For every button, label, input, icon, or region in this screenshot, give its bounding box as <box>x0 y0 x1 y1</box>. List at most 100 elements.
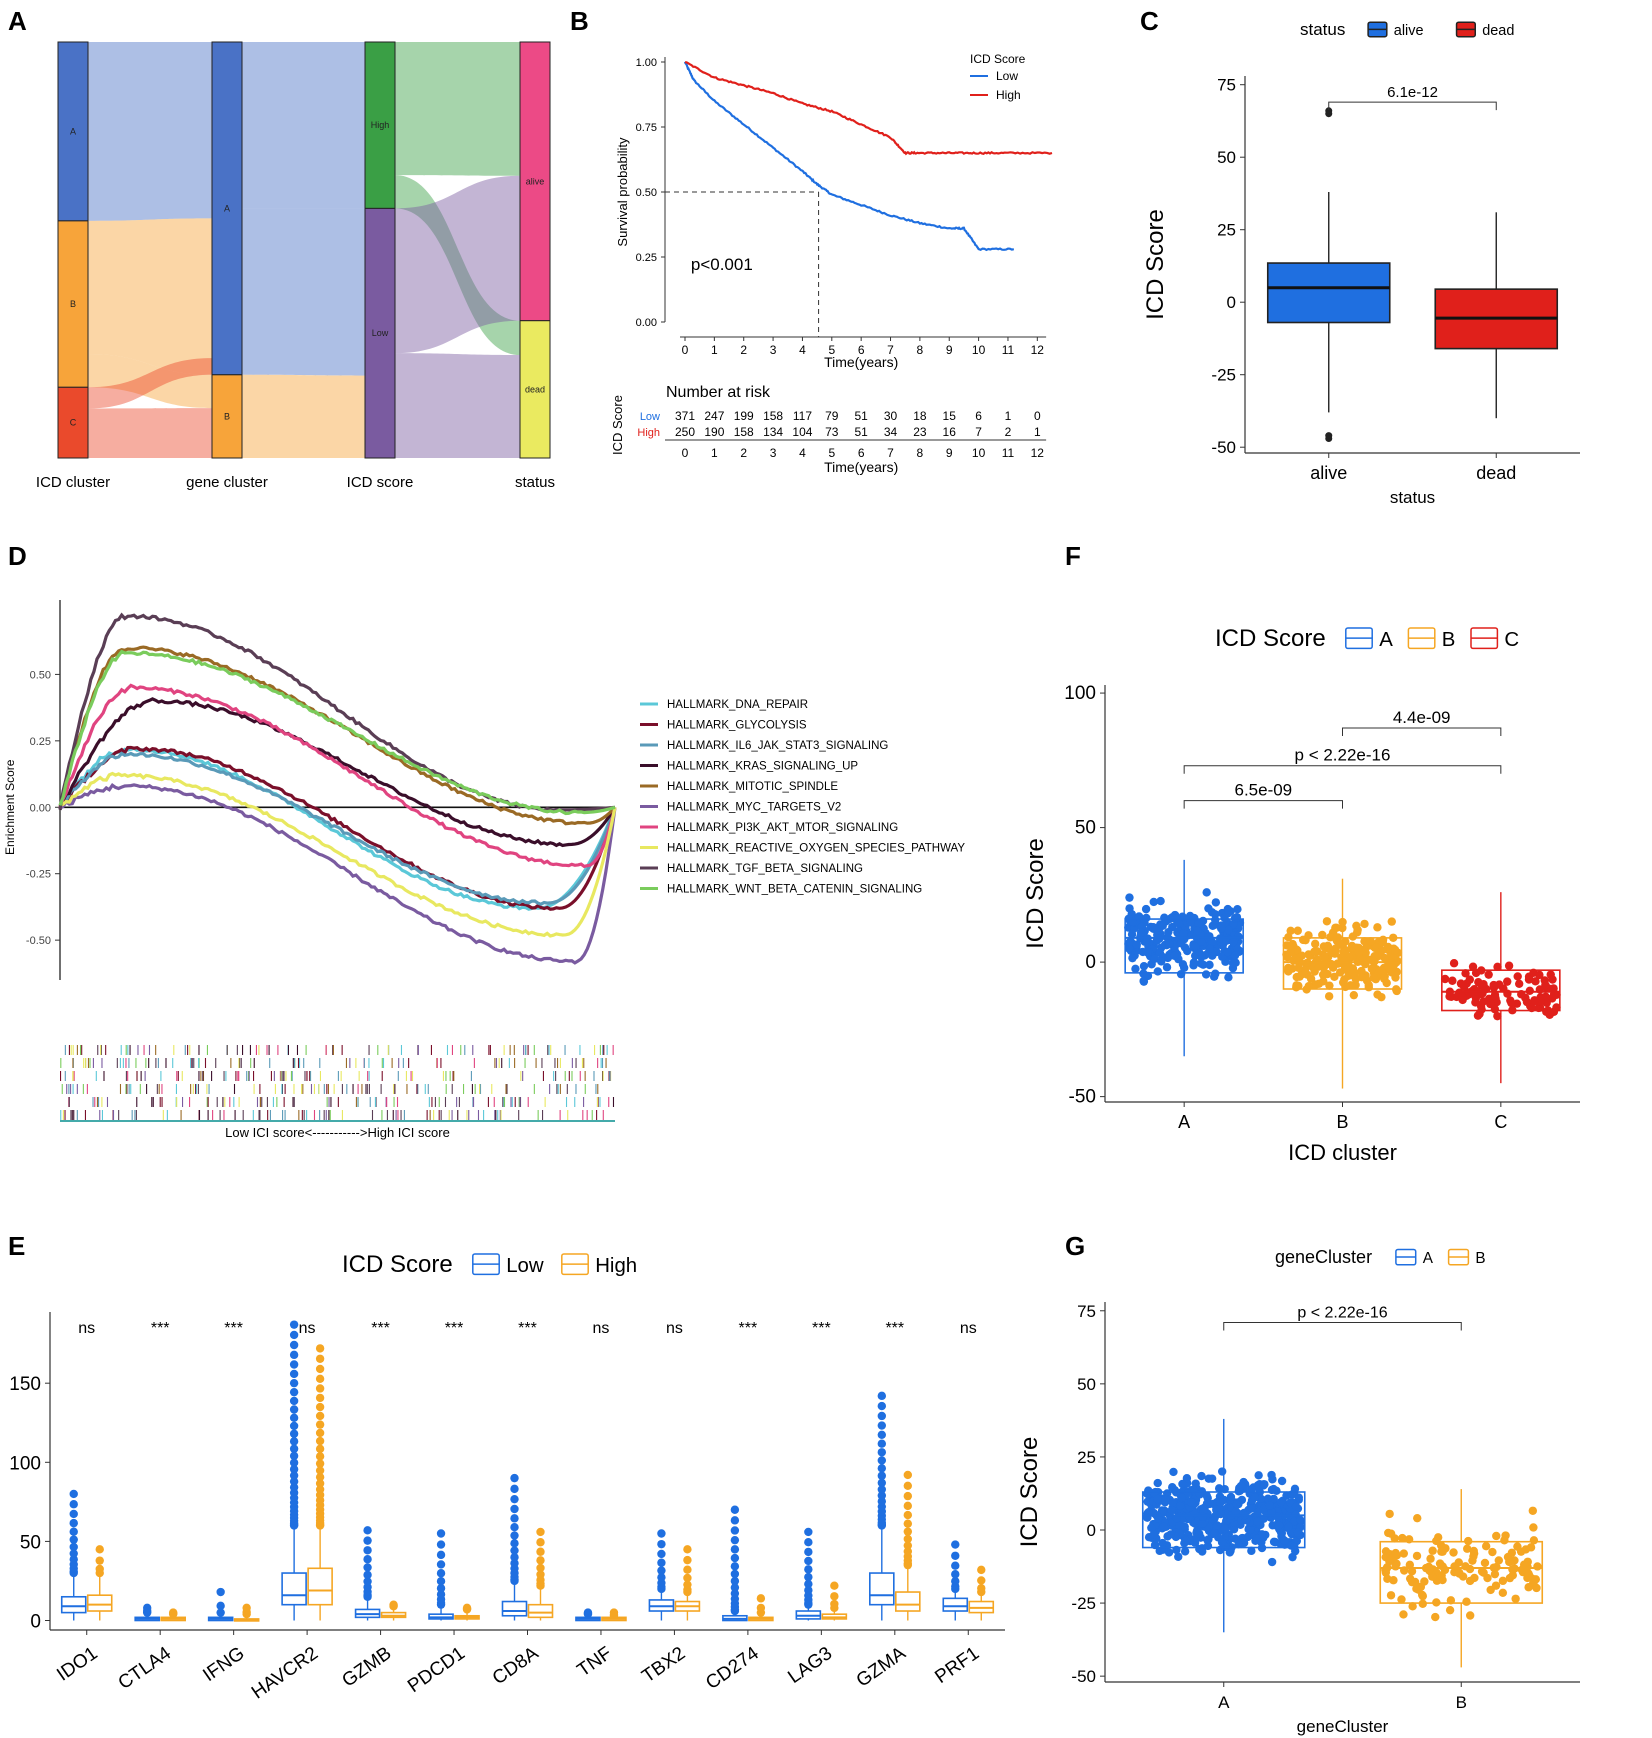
outlier-point <box>363 1570 372 1580</box>
data-point <box>1157 957 1166 966</box>
data-point <box>1511 1594 1520 1603</box>
legend-title: geneCluster <box>1275 1247 1372 1267</box>
x-tick-label: A <box>1218 1693 1230 1712</box>
data-point <box>1399 1610 1408 1619</box>
risk-value: 1 <box>1034 425 1041 439</box>
data-point <box>1364 980 1373 990</box>
outlier-point <box>730 1583 740 1592</box>
risk-value: 6 <box>975 409 982 423</box>
outlier-point <box>436 1569 446 1578</box>
data-point <box>1294 963 1303 973</box>
y-tick-label: 0 <box>1087 1521 1096 1540</box>
sankey-node-label: A <box>70 126 76 136</box>
data-point <box>1197 1519 1207 1529</box>
y-tick-label: 0.25 <box>30 736 51 748</box>
data-point <box>1354 947 1364 957</box>
risk-value: 1 <box>1005 409 1012 423</box>
data-point <box>1370 943 1380 953</box>
y-tick-label: 1.00 <box>636 57 657 69</box>
data-point <box>1380 953 1389 963</box>
legend-label: B <box>1475 1250 1485 1267</box>
outlier-point <box>69 1489 78 1499</box>
data-point <box>1142 937 1151 947</box>
outlier-point <box>510 1494 519 1504</box>
data-point <box>1385 1557 1394 1566</box>
data-point <box>1138 947 1147 957</box>
data-point <box>1161 1495 1170 1504</box>
data-point <box>1358 956 1367 965</box>
data-point <box>1504 961 1514 970</box>
y-axis-title: ICD Score <box>1022 838 1049 949</box>
data-point <box>1529 1536 1539 1545</box>
data-point <box>1127 930 1137 939</box>
sankey-node-label: A <box>224 203 230 213</box>
risk-x-tick-label: 3 <box>770 446 777 460</box>
data-point <box>1233 904 1242 914</box>
outlier-point <box>510 1473 519 1483</box>
data-point <box>1267 1507 1276 1517</box>
data-point <box>1150 954 1159 964</box>
outlier-point <box>683 1565 692 1574</box>
outlier-point <box>315 1485 325 1494</box>
data-point <box>1531 1575 1541 1584</box>
y-tick-label: 75 <box>1077 1302 1096 1321</box>
data-point <box>1346 965 1355 974</box>
outlier-point <box>730 1589 740 1598</box>
outlier-point <box>242 1603 251 1613</box>
data-point <box>1306 974 1316 983</box>
y-tick-label: -25 <box>1211 366 1236 385</box>
legend-label: HALLMARK_MYC_TARGETS_V2 <box>667 802 841 814</box>
outlier-point <box>315 1444 325 1454</box>
data-point <box>1274 1521 1284 1530</box>
comparison-bracket <box>1183 800 1343 809</box>
outlier-point <box>730 1569 740 1579</box>
outlier-point <box>877 1391 887 1401</box>
outlier-point <box>951 1551 960 1560</box>
data-point <box>1232 1500 1242 1509</box>
sankey-node-label: dead <box>525 384 545 394</box>
data-point <box>1494 1556 1504 1565</box>
outlier-point <box>510 1514 519 1523</box>
outlier-point <box>95 1556 104 1565</box>
data-point <box>1513 972 1522 981</box>
data-point <box>1474 977 1483 987</box>
outlier-point <box>830 1599 839 1609</box>
outlier-point <box>436 1560 446 1569</box>
sankey-node-label: alive <box>526 176 545 186</box>
x-tick-label: HAVCR2 <box>248 1643 322 1704</box>
outlier-point <box>609 1608 619 1617</box>
legend-label: A <box>1379 629 1393 651</box>
y-axis-title: ICD Score <box>1016 1437 1043 1548</box>
outlier-point <box>730 1576 740 1586</box>
outlier-point <box>436 1590 446 1599</box>
outlier-point <box>951 1577 960 1586</box>
outlier-point <box>977 1576 986 1585</box>
data-point <box>1407 1567 1417 1576</box>
outlier-point <box>657 1558 666 1567</box>
outlier-point <box>903 1547 913 1556</box>
y-tick-label: 0.25 <box>636 252 657 264</box>
data-point <box>1465 1611 1475 1620</box>
outlier-point <box>903 1501 913 1511</box>
data-point <box>1310 967 1319 976</box>
enrichment-curve <box>59 771 617 938</box>
risk-value: 371 <box>675 409 695 423</box>
outlier-point <box>903 1527 913 1536</box>
outlier-point <box>315 1479 325 1488</box>
data-point <box>1462 1597 1471 1606</box>
enrichment-curve <box>58 645 617 826</box>
data-point <box>1479 997 1488 1006</box>
data-point <box>1210 1529 1219 1538</box>
data-point <box>1390 945 1400 955</box>
sankey-flow <box>395 42 520 176</box>
outlier-point <box>69 1500 78 1509</box>
x-tick-label: GZMB <box>338 1643 395 1692</box>
data-point <box>1269 1537 1279 1546</box>
data-point <box>1290 1542 1299 1551</box>
risk-value: 79 <box>825 409 839 423</box>
data-point <box>1167 1506 1177 1515</box>
outlier-point <box>289 1458 299 1467</box>
data-point <box>1267 1557 1277 1567</box>
data-point <box>1294 1493 1304 1502</box>
